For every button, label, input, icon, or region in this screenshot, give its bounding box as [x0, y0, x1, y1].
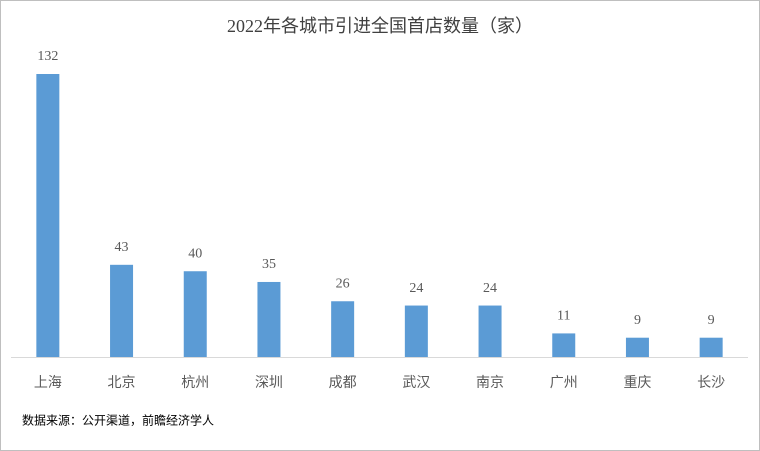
x-tick-label: 武汉 [402, 375, 430, 391]
bar [183, 271, 207, 357]
data-label: 24 [483, 281, 497, 296]
x-tick-label: 重庆 [623, 375, 651, 391]
x-tick-label: 广州 [550, 375, 578, 391]
data-label: 9 [634, 313, 641, 328]
bar [552, 333, 576, 357]
x-tick-label: 杭州 [181, 375, 209, 391]
bar [478, 305, 502, 357]
x-tick-label: 南京 [476, 375, 504, 391]
x-tick-label: 北京 [108, 375, 136, 391]
x-tick-label: 上海 [34, 375, 62, 391]
bar [699, 337, 723, 357]
bar [36, 74, 60, 357]
data-label: 26 [336, 276, 350, 291]
bar [625, 337, 649, 357]
bar [404, 305, 428, 357]
source-note: 数据来源：公开渠道，前瞻经济学人 [22, 413, 214, 428]
data-label: 11 [557, 309, 570, 324]
bar [257, 281, 281, 357]
x-tick-label: 深圳 [255, 375, 283, 391]
x-tick-label: 长沙 [697, 375, 725, 391]
chart-title: 2022年各城市引进全国首店数量（家） [227, 16, 533, 36]
bar [110, 264, 134, 357]
x-tick-label: 成都 [329, 375, 357, 391]
data-label: 132 [37, 49, 58, 64]
bar [331, 301, 355, 357]
data-label: 35 [262, 257, 276, 272]
data-label: 40 [188, 246, 202, 261]
data-label: 43 [115, 240, 129, 255]
data-label: 9 [708, 313, 715, 328]
data-label: 24 [409, 281, 423, 296]
